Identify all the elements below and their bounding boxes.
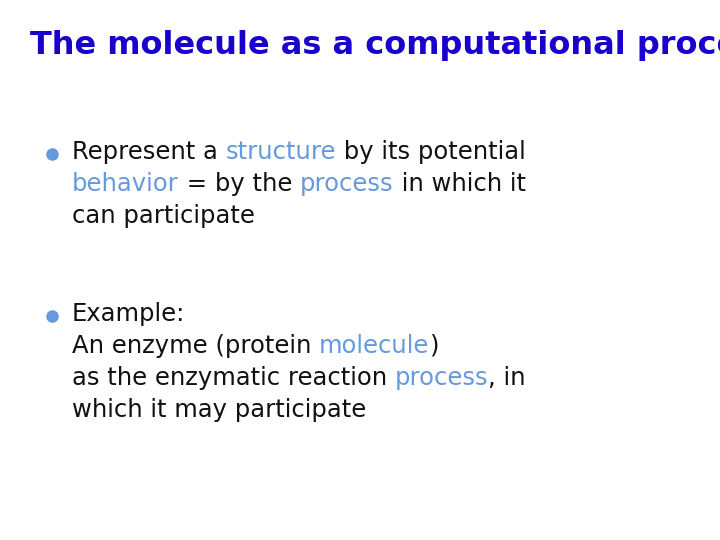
Text: The molecule as a computational process: The molecule as a computational process	[30, 30, 720, 61]
Text: , in: , in	[488, 366, 526, 390]
Text: An enzyme (protein: An enzyme (protein	[72, 334, 319, 358]
Text: = by the: = by the	[179, 172, 300, 196]
Text: structure: structure	[225, 140, 336, 164]
Text: as the enzymatic reaction: as the enzymatic reaction	[72, 366, 395, 390]
Text: molecule: molecule	[319, 334, 430, 358]
Text: which it may participate: which it may participate	[72, 398, 366, 422]
Text: ): )	[430, 334, 439, 358]
Text: in which it: in which it	[394, 172, 526, 196]
Text: Example:: Example:	[72, 302, 185, 326]
Text: Represent a: Represent a	[72, 140, 225, 164]
Text: process: process	[395, 366, 488, 390]
Text: process: process	[300, 172, 394, 196]
Text: behavior: behavior	[72, 172, 179, 196]
Text: by its potential: by its potential	[336, 140, 526, 164]
Text: can participate: can participate	[72, 204, 255, 228]
